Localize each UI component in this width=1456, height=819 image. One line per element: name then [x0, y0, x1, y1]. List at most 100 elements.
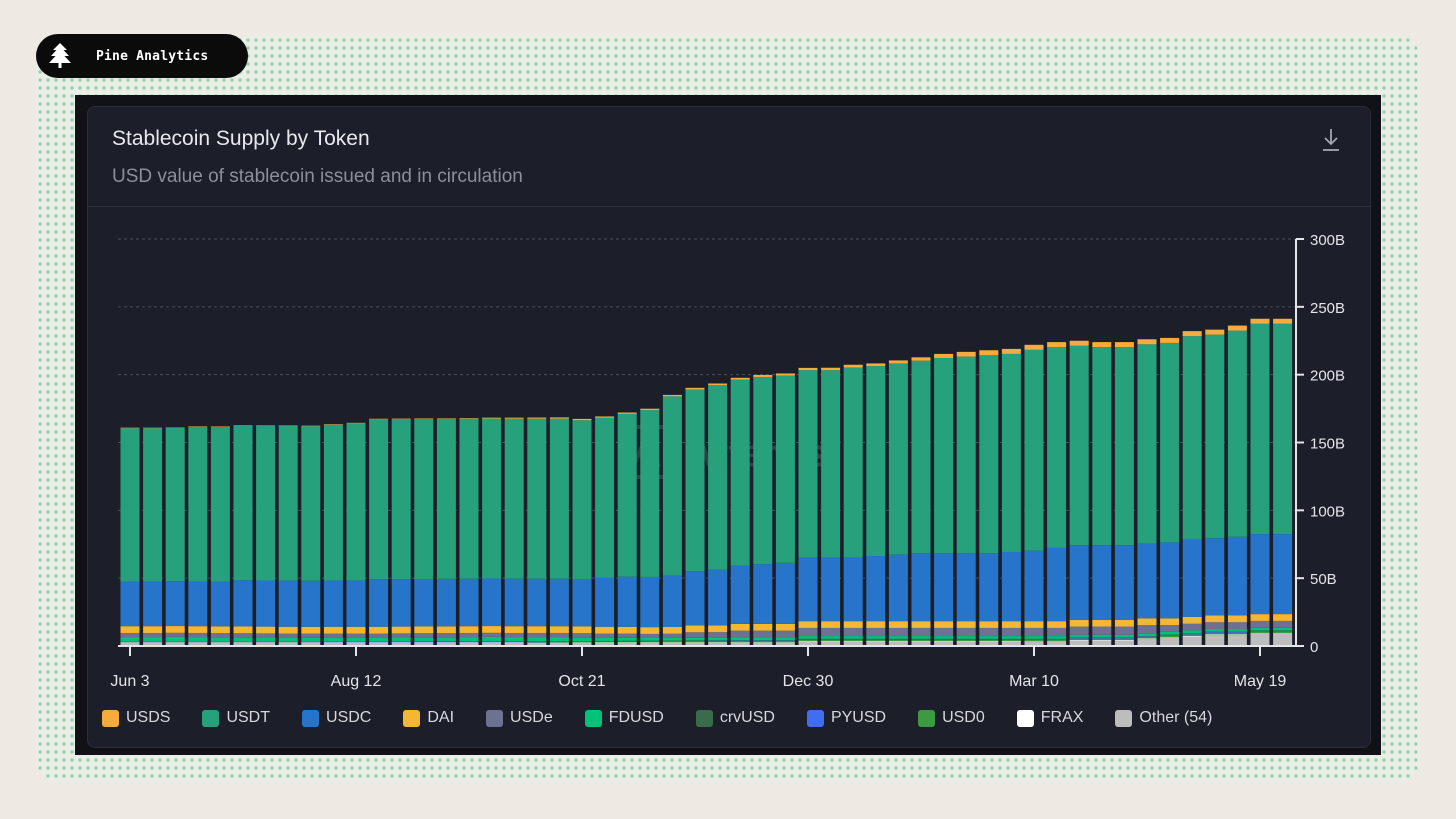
bar-segment-crvusd[interactable] [1160, 634, 1180, 636]
bar-segment-other-54[interactable] [866, 641, 886, 646]
bar-segment-usdc[interactable] [210, 581, 230, 627]
bar-segment-usde[interactable] [459, 632, 479, 638]
bar-stack[interactable] [911, 357, 931, 646]
bar-segment-frax[interactable] [1024, 641, 1044, 642]
bar-segment-usds[interactable] [572, 418, 592, 421]
bar-segment-usdc[interactable] [685, 571, 705, 626]
bar-segment-crvusd[interactable] [120, 641, 140, 643]
bar-segment-crvusd[interactable] [436, 641, 456, 642]
bar-segment-other-54[interactable] [911, 641, 931, 646]
bar-segment-crvusd[interactable] [459, 641, 479, 642]
bar-segment-dai[interactable] [143, 626, 163, 633]
bar-segment-usds[interactable] [821, 367, 841, 371]
bar-segment-usdc[interactable] [730, 565, 750, 624]
bar-segment-usds[interactable] [1114, 342, 1134, 348]
bar-segment-fdusd[interactable] [120, 637, 140, 642]
bar-segment-usdt[interactable] [1205, 334, 1225, 539]
bar-segment-other-54[interactable] [459, 643, 479, 646]
bar-segment-usde[interactable] [1205, 622, 1225, 630]
bar-stack[interactable] [301, 425, 321, 646]
bar-segment-usde[interactable] [1137, 625, 1157, 634]
bar-segment-frax[interactable] [143, 642, 163, 644]
bar-segment-usdc[interactable] [1250, 534, 1270, 615]
bar-segment-usdt[interactable] [956, 356, 976, 554]
bar-segment-usde[interactable] [346, 633, 366, 638]
bar-segment-other-54[interactable] [798, 641, 818, 646]
bar-segment-usds[interactable] [1250, 318, 1270, 324]
bar-segment-usd0[interactable] [1160, 635, 1180, 638]
bar-segment-usds[interactable] [233, 425, 253, 426]
bar-segment-crvusd[interactable] [256, 641, 276, 643]
bar-segment-crvusd[interactable] [843, 638, 863, 640]
bar-segment-crvusd[interactable] [866, 638, 886, 640]
bar-segment-usds[interactable] [1047, 342, 1067, 348]
bar-segment-usde[interactable] [775, 630, 795, 638]
bar-segment-crvusd[interactable] [323, 641, 343, 643]
legend-item-fdusd[interactable]: FDUSD [584, 709, 664, 727]
bar-stack[interactable] [708, 383, 728, 646]
bar-stack[interactable] [979, 350, 999, 646]
bar-segment-other-54[interactable] [821, 641, 841, 646]
bar-segment-usds[interactable] [188, 426, 208, 427]
bar-segment-crvusd[interactable] [1047, 638, 1067, 640]
bar-segment-usds[interactable] [956, 351, 976, 357]
bar-segment-frax[interactable] [256, 642, 276, 644]
bar-segment-crvusd[interactable] [1205, 631, 1225, 633]
bar-segment-usds[interactable] [414, 418, 434, 419]
bar-segment-other-54[interactable] [1092, 640, 1112, 646]
bar-segment-usds[interactable] [888, 360, 908, 364]
bar-segment-usd0[interactable] [1250, 631, 1270, 634]
bar-segment-usd0[interactable] [1137, 637, 1157, 639]
bar-segment-dai[interactable] [1250, 614, 1270, 621]
bar-segment-usds[interactable] [482, 417, 502, 419]
bar-segment-frax[interactable] [979, 641, 999, 642]
bar-segment-usds[interactable] [346, 422, 366, 424]
bar-segment-dai[interactable] [120, 626, 140, 633]
bar-segment-other-54[interactable] [482, 643, 502, 646]
bar-segment-dai[interactable] [888, 621, 908, 628]
bar-segment-usdt[interactable] [1273, 323, 1293, 535]
bar-segment-pyusd[interactable] [821, 638, 841, 640]
bar-segment-dai[interactable] [1205, 615, 1225, 623]
bar-segment-dai[interactable] [165, 626, 185, 633]
bar-segment-usd0[interactable] [753, 641, 773, 643]
bar-segment-usde[interactable] [753, 630, 773, 638]
bar-segment-usdt[interactable] [753, 376, 773, 565]
bar-segment-other-54[interactable] [934, 641, 954, 646]
bar-stack[interactable] [459, 418, 479, 646]
bar-segment-fdusd[interactable] [617, 637, 637, 641]
bar-segment-usde[interactable] [685, 632, 705, 638]
bar-segment-fdusd[interactable] [1001, 636, 1021, 639]
bar-segment-frax[interactable] [888, 641, 908, 642]
bar-segment-usd0[interactable] [1273, 631, 1293, 634]
bar-segment-fdusd[interactable] [662, 637, 682, 641]
bar-stack[interactable] [120, 427, 140, 646]
bar-segment-usdt[interactable] [617, 413, 637, 577]
bar-segment-usdt[interactable] [1047, 347, 1067, 548]
bar-segment-frax[interactable] [233, 642, 253, 644]
bar-segment-frax[interactable] [301, 642, 321, 644]
bar-segment-pyusd[interactable] [482, 641, 502, 643]
bar-segment-usde[interactable] [1069, 626, 1089, 635]
bar-segment-crvusd[interactable] [143, 641, 163, 643]
bar-segment-pyusd[interactable] [911, 638, 931, 640]
bar-segment-usdt[interactable] [210, 426, 230, 582]
bar-segment-usdt[interactable] [1001, 353, 1021, 552]
bar-segment-usdt[interactable] [1182, 336, 1202, 540]
bar-segment-usdc[interactable] [278, 580, 298, 627]
bar-segment-fdusd[interactable] [708, 637, 728, 641]
bar-segment-usdc[interactable] [459, 578, 479, 627]
bar-segment-usds[interactable] [278, 425, 298, 427]
bar-segment-usdc[interactable] [256, 580, 276, 627]
bar-segment-usd0[interactable] [1001, 639, 1021, 642]
bar-segment-usd0[interactable] [1024, 639, 1044, 642]
bar-segment-fdusd[interactable] [821, 636, 841, 639]
bar-segment-dai[interactable] [278, 626, 298, 634]
bar-segment-frax[interactable] [843, 641, 863, 642]
bar-segment-usds[interactable] [301, 425, 321, 427]
bar-stack[interactable] [843, 364, 863, 646]
bar-segment-pyusd[interactable] [1001, 638, 1021, 640]
bar-segment-dai[interactable] [527, 626, 547, 633]
bar-segment-crvusd[interactable] [165, 641, 185, 643]
bar-stack[interactable] [369, 418, 389, 646]
